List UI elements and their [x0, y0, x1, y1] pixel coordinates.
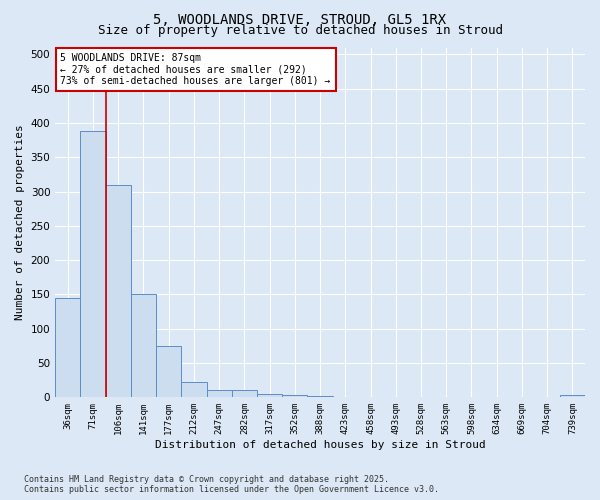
Text: 5, WOODLANDS DRIVE, STROUD, GL5 1RX: 5, WOODLANDS DRIVE, STROUD, GL5 1RX	[154, 12, 446, 26]
Bar	[257, 394, 282, 398]
Bar	[307, 396, 332, 398]
Text: Contains HM Land Registry data © Crown copyright and database right 2025.
Contai: Contains HM Land Registry data © Crown c…	[24, 474, 439, 494]
Bar	[282, 396, 307, 398]
Bar	[55, 298, 80, 398]
Bar	[106, 184, 131, 398]
Bar	[232, 390, 257, 398]
Y-axis label: Number of detached properties: Number of detached properties	[15, 124, 25, 320]
Bar	[80, 131, 106, 398]
Bar	[156, 346, 181, 398]
Bar	[206, 390, 232, 398]
Bar	[560, 396, 585, 398]
Bar	[131, 294, 156, 398]
Bar	[181, 382, 206, 398]
Text: Size of property relative to detached houses in Stroud: Size of property relative to detached ho…	[97, 24, 503, 37]
X-axis label: Distribution of detached houses by size in Stroud: Distribution of detached houses by size …	[155, 440, 485, 450]
Text: 5 WOODLANDS DRIVE: 87sqm
← 27% of detached houses are smaller (292)
73% of semi-: 5 WOODLANDS DRIVE: 87sqm ← 27% of detach…	[61, 52, 331, 86]
